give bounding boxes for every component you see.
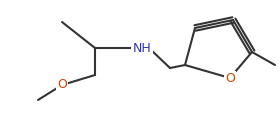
Text: O: O [57, 79, 67, 92]
Text: NH: NH [133, 42, 151, 55]
Text: O: O [225, 72, 235, 85]
